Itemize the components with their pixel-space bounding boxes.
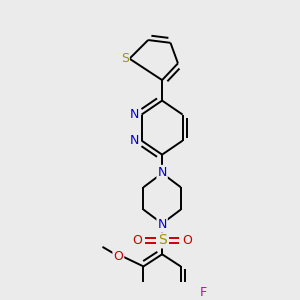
Text: N: N (158, 166, 167, 179)
Text: N: N (130, 108, 139, 121)
Text: O: O (113, 250, 123, 263)
Text: S: S (158, 233, 167, 247)
Text: N: N (158, 218, 167, 231)
Text: O: O (132, 234, 142, 247)
Text: S: S (121, 52, 129, 65)
Text: O: O (182, 234, 192, 247)
Text: N: N (130, 134, 139, 147)
Text: F: F (200, 286, 207, 299)
